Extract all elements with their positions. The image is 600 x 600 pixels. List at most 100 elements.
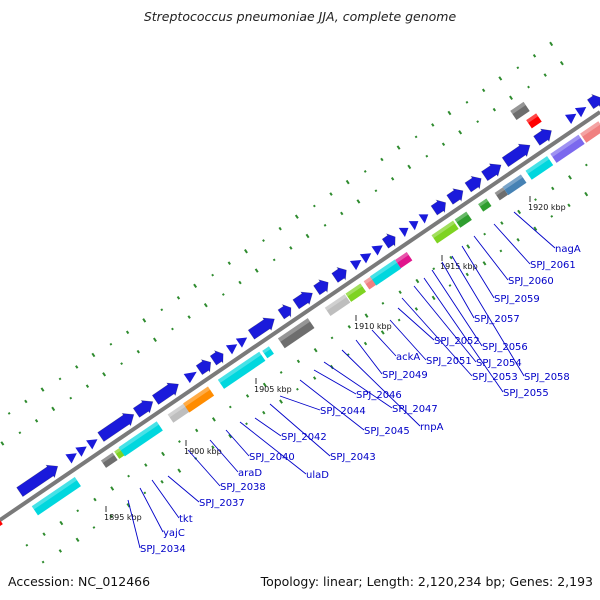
gc-tick (481, 88, 486, 93)
gc-tick (211, 273, 215, 277)
map-title: Streptococcus pneumoniae JJA, complete g… (143, 9, 457, 24)
gene-feature (345, 283, 367, 302)
gene-feature (431, 220, 459, 244)
gc-tick (549, 41, 554, 47)
gene-feature (564, 113, 577, 124)
genome-backbone (0, 110, 600, 522)
gene-label: SPJ_2052 (434, 336, 480, 347)
ruler-label: 1920 kbp (528, 203, 566, 212)
gene-feature (75, 446, 87, 457)
label-leader (441, 261, 475, 319)
gc-tick (177, 468, 182, 473)
gc-tick (211, 445, 215, 450)
ruler-label: 1910 kbp (354, 322, 392, 331)
label-leader (139, 487, 164, 533)
gc-tick (296, 359, 301, 364)
gc-tick (500, 221, 504, 225)
gene-feature (349, 259, 362, 271)
gc-tick (584, 163, 588, 167)
gc-tick (142, 318, 147, 323)
label-leader (423, 277, 504, 393)
gc-tick (227, 261, 231, 266)
label-leader (397, 307, 435, 341)
gc-tick (289, 246, 293, 250)
gc-tick (69, 396, 73, 400)
gc-tick (396, 145, 401, 150)
label-leader (167, 475, 200, 503)
gc-tick (42, 532, 46, 536)
gc-tick (244, 249, 248, 254)
gene-label: SPJ_2061 (530, 260, 576, 271)
gene-feature (217, 351, 266, 389)
gc-tick (476, 120, 480, 124)
gene-feature (501, 143, 531, 168)
topology-text: Topology: linear; Length: 2,120,234 bp; … (260, 574, 593, 589)
gene-feature (478, 198, 492, 212)
gc-tick (345, 179, 350, 185)
gc-tick (178, 440, 181, 443)
gc-content-ticks (0, 41, 589, 564)
gene-feature (235, 337, 248, 348)
gc-tick (203, 302, 208, 308)
gc-tick (425, 154, 429, 158)
gc-tick (431, 295, 436, 301)
gc-tick (499, 249, 503, 253)
gc-tick (75, 537, 80, 543)
label-leader (187, 449, 221, 487)
gene-label: SPJ_2037 (199, 498, 245, 509)
gene-label: SPJ_2056 (482, 342, 528, 353)
gc-tick (533, 226, 538, 231)
gene-label: SPJ_2047 (392, 404, 438, 415)
label-leader (151, 479, 180, 519)
gene-feature (16, 464, 59, 498)
gc-tick (517, 209, 522, 215)
gene-label: SPJ_2042 (281, 432, 327, 443)
gc-tick (85, 384, 90, 389)
gc-tick (34, 418, 39, 423)
gc-tick (407, 164, 412, 170)
gene-feature (574, 107, 587, 118)
gene-feature (183, 386, 215, 413)
gc-tick (294, 214, 299, 219)
gene-label: nagA (555, 244, 581, 255)
ruler-label: 1905 kbp (254, 385, 292, 394)
gc-tick (262, 239, 265, 242)
gene-feature (550, 134, 585, 163)
label-leader (239, 421, 307, 475)
gc-tick (254, 268, 259, 273)
gene-feature (446, 188, 464, 205)
gc-tick (161, 451, 166, 457)
gc-tick (414, 307, 419, 311)
gene-label: SPJ_2051 (426, 356, 472, 367)
gene-feature (97, 413, 135, 442)
gc-tick (482, 261, 487, 266)
gene-feature (118, 421, 163, 457)
gc-tick (465, 100, 469, 104)
gc-tick (109, 342, 113, 346)
gc-tick (559, 60, 564, 66)
gc-tick (245, 422, 248, 426)
gc-tick (40, 387, 45, 392)
gene-label: araD (238, 468, 262, 479)
gc-tick (238, 280, 242, 285)
gene-label: SPJ_2049 (382, 370, 428, 381)
accession-text: Accession: NC_012466 (8, 574, 151, 589)
gc-tick (0, 441, 5, 446)
gc-tick (398, 290, 402, 294)
gc-tick (193, 283, 198, 289)
ruler-label: 1915 kbp (440, 262, 478, 271)
gc-tick (431, 123, 435, 127)
gene-feature (526, 113, 542, 129)
gene-feature (430, 199, 446, 216)
gene-feature (395, 252, 413, 269)
gc-tick (414, 135, 418, 139)
label-leader (355, 339, 383, 375)
gc-tick (567, 203, 571, 208)
gc-tick (516, 238, 520, 242)
gene-feature (209, 350, 224, 366)
gene-feature (464, 175, 482, 193)
gc-tick (51, 406, 56, 412)
label-leader (461, 245, 495, 299)
gc-tick (330, 336, 334, 340)
